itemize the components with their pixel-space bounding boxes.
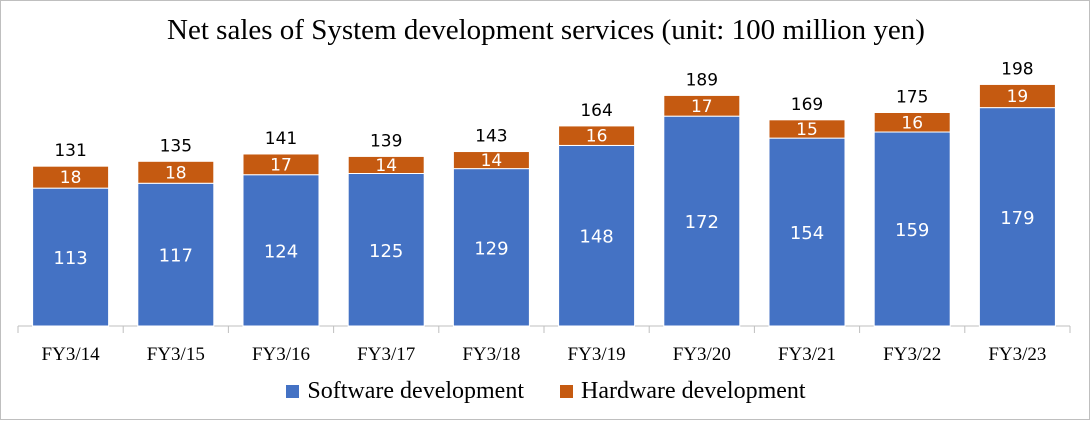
legend-item-software: Software development [286,378,524,405]
data-label-hardware: 15 [796,120,818,140]
bar-software [978,107,1056,327]
legend-swatch-hardware [560,385,574,398]
data-label-total: 131 [54,141,86,161]
x-tick-label: FY3/15 [147,344,205,365]
chart-legend: Software development Hardware developmen… [0,378,1092,405]
data-label-hardware: 18 [60,168,82,188]
data-label-total: 189 [686,70,718,90]
data-label-total: 135 [160,136,192,156]
data-label-total: 139 [370,131,402,151]
data-label-software: 113 [53,248,87,269]
data-label-software: 124 [264,241,298,262]
chart-title: Net sales of System development services… [167,14,925,46]
x-tick-label: FY3/21 [778,344,836,365]
data-label-hardware: 14 [481,151,503,171]
data-label-total: 198 [1001,59,1033,79]
data-label-software: 172 [685,212,719,233]
data-label-software: 129 [474,238,508,259]
data-label-hardware: 17 [270,155,292,175]
bar-hardware [558,125,636,146]
bar-software [873,131,951,327]
bar-hardware [978,83,1056,109]
data-label-software: 159 [895,220,929,241]
data-label-software: 117 [159,246,193,267]
bar-software [347,173,425,327]
data-label-hardware: 17 [691,97,713,117]
bar-hardware [347,155,425,174]
x-tick-label: FY3/17 [357,344,415,365]
bar-hardware [768,119,846,139]
legend-label-software: Software development [307,378,525,404]
bar-hardware [32,165,110,189]
x-tick-label: FY3/16 [252,344,310,365]
legend-item-hardware: Hardware development [560,378,806,405]
data-label-total: 143 [475,127,507,147]
x-tick-label: FY3/14 [42,344,101,365]
data-label-software: 154 [790,223,824,244]
legend-swatch-software [286,385,300,398]
data-label-software: 148 [579,227,613,248]
bar-software [32,187,110,327]
data-label-hardware: 16 [586,127,608,147]
data-label-software: 179 [1000,208,1034,229]
bar-hardware [663,94,741,117]
bar-software [663,115,741,327]
bar-hardware [137,160,215,184]
bar-hardware [452,151,530,170]
legend-label-hardware: Hardware development [581,378,806,404]
x-tick-label: FY3/22 [883,344,941,365]
bar-hardware [242,153,320,176]
x-tick-label: FY3/19 [568,344,626,365]
x-tick-label: FY3/23 [988,344,1046,365]
x-tick-label: FY3/20 [673,344,731,365]
bar-software [452,168,530,327]
data-label-hardware: 18 [165,163,187,183]
data-label-hardware: 19 [1007,87,1029,107]
bar-hardware [873,112,951,133]
data-label-total: 169 [791,95,823,115]
data-label-total: 164 [580,101,612,121]
data-label-hardware: 16 [901,113,923,133]
bar-software [558,144,636,327]
data-label-hardware: 14 [375,156,397,176]
data-label-total: 141 [265,129,297,149]
x-tick-label: FY3/18 [462,344,520,365]
data-label-software: 125 [369,241,403,262]
data-label-total: 175 [896,88,928,108]
